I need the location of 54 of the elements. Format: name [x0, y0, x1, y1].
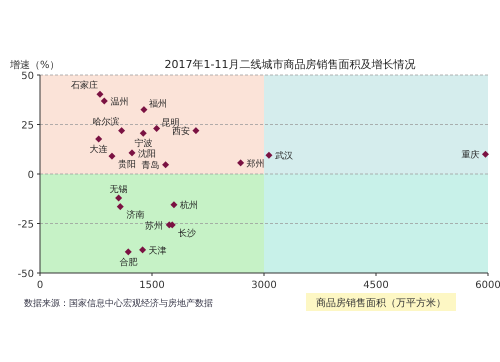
point — [108, 152, 116, 160]
point — [237, 159, 244, 166]
point — [96, 90, 104, 98]
point — [95, 135, 102, 142]
y-tick-label: -25 — [18, 220, 34, 230]
y-axis-title: 增速（%） — [9, 59, 60, 71]
point — [116, 203, 124, 210]
annotation: 郑州 — [246, 158, 265, 170]
annotation: 合肥 — [119, 256, 138, 268]
annotation: 无锡 — [110, 184, 128, 195]
annotation: 温州 — [110, 96, 128, 108]
point — [124, 248, 132, 256]
annotation: 大连 — [90, 144, 108, 155]
annotation: 苏州 — [145, 220, 164, 232]
annotation: 青岛 — [142, 160, 160, 172]
point — [153, 124, 160, 132]
point — [118, 127, 126, 134]
annotation: 西安 — [172, 126, 190, 138]
annotation: 昆明 — [162, 117, 180, 128]
x-tick-label: 0 — [36, 280, 44, 291]
annotation: 哈尔滨 — [92, 116, 120, 128]
x-tick-label: 3000 — [251, 280, 277, 291]
annotation: 石家庄 — [70, 80, 98, 92]
point — [140, 106, 148, 114]
annotation: 宁波 — [134, 138, 152, 150]
point — [139, 246, 146, 254]
x-tick-label: 6000 — [475, 280, 500, 291]
point — [128, 149, 136, 156]
source-note: 数据来源：国家信息中心宏观经济与房地产数据 — [24, 298, 213, 309]
x-tick-label: 4500 — [363, 280, 389, 291]
chart-title: 2017年1-11月二线城市商品房销售面积及增长情况 — [164, 58, 416, 71]
point — [162, 161, 170, 168]
point — [482, 150, 489, 158]
point — [100, 97, 108, 104]
y-tick-label: -50 — [18, 269, 34, 280]
annotation: 重庆 — [461, 150, 480, 161]
y-tick-label: 25 — [21, 120, 34, 132]
point — [170, 201, 178, 208]
x-tick-label: 1500 — [139, 280, 165, 291]
annotation: 福州 — [148, 98, 167, 110]
point — [140, 130, 147, 137]
y-tick-label: 50 — [21, 71, 34, 82]
x-axis-title: 商品房销售面积（万平方米） — [316, 297, 446, 309]
point — [115, 194, 122, 202]
point — [192, 127, 200, 134]
annotation: 天津 — [148, 245, 167, 256]
annotation: 长沙 — [178, 228, 196, 239]
annotation: 沈阳 — [138, 148, 156, 160]
point — [265, 152, 272, 159]
y-tick-label: 0 — [28, 170, 34, 181]
annotation: 杭州 — [178, 200, 198, 212]
annotation: 贵阳 — [118, 159, 136, 170]
annotation: 武汉 — [274, 150, 293, 162]
annotation: 济南 — [126, 210, 144, 221]
